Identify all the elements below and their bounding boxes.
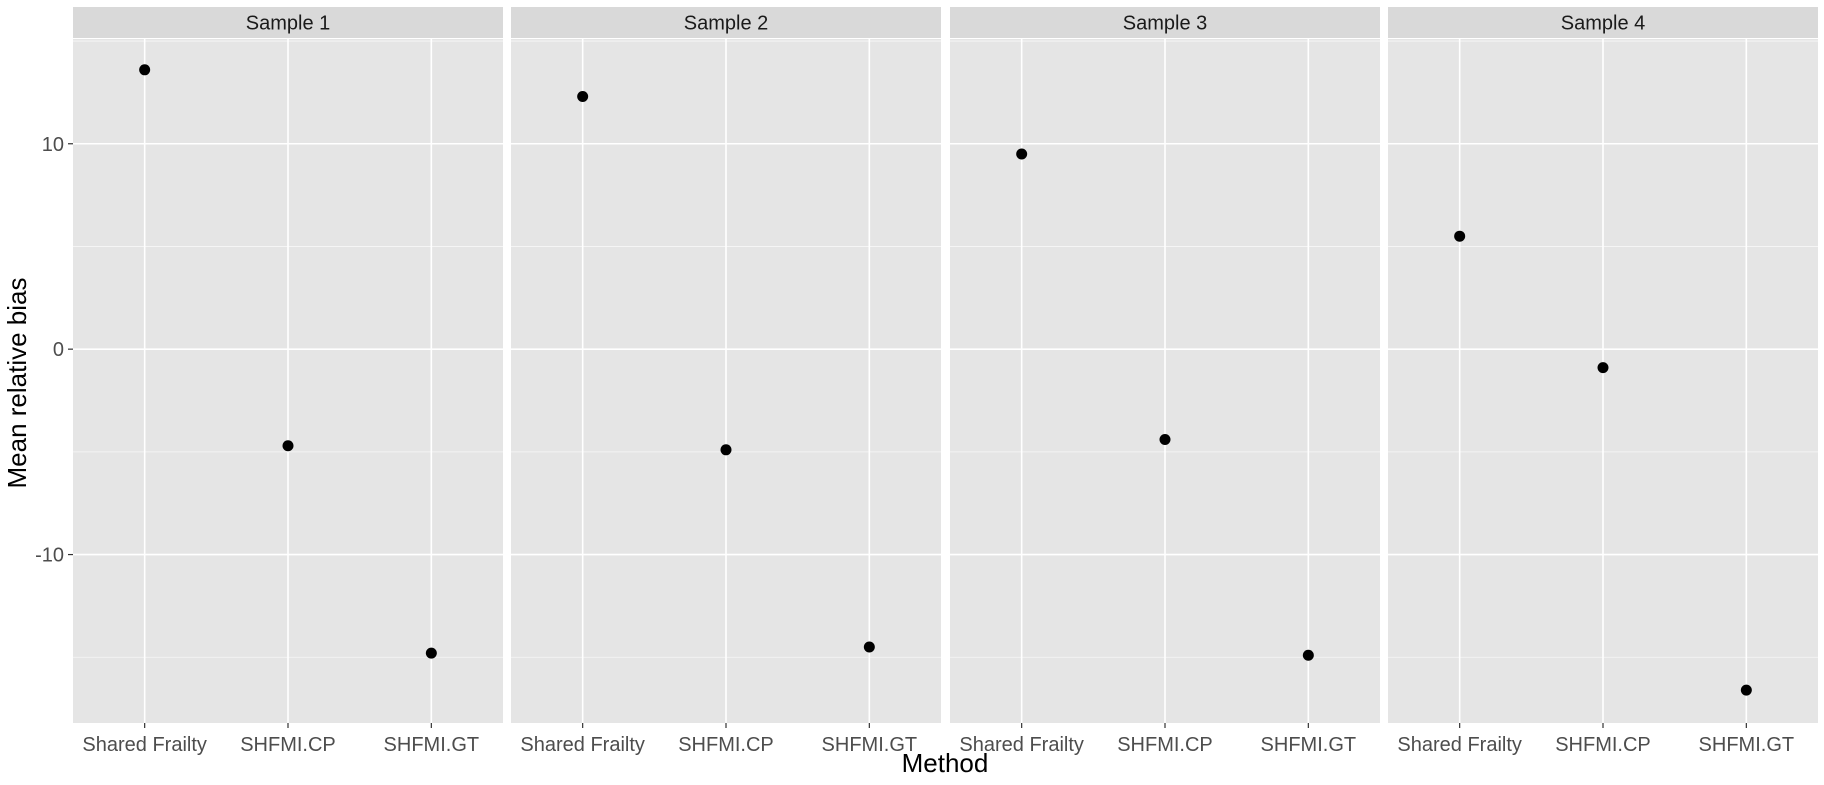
data-point — [720, 444, 732, 456]
facet-panel: Sample 4 Shared Frailty SHFMI.CP SHFMI.GT — [1388, 7, 1818, 756]
facet-panel: Sample 2 Shared Frailty SHFMI.CP SHFMI.GT — [511, 7, 941, 756]
x-axis-title: Method — [902, 748, 989, 778]
y-tick-label: 0 — [53, 339, 64, 361]
x-tick-label: SHFMI.GT — [1261, 734, 1357, 756]
x-tick-label: Shared Frailty — [1397, 734, 1522, 756]
y-axis: -10 0 10 — [35, 134, 73, 567]
x-tick-label: Shared Frailty — [82, 734, 207, 756]
facet-strip — [950, 7, 1380, 38]
y-axis-title: Mean relative bias — [2, 278, 32, 489]
data-point — [1597, 362, 1609, 374]
facet-strip — [73, 7, 503, 38]
x-tick-label: SHFMI.GT — [1699, 734, 1795, 756]
data-point — [1016, 148, 1028, 160]
x-tick-label: SHFMI.CP — [1555, 734, 1651, 756]
data-point — [1302, 649, 1314, 661]
data-point — [577, 91, 589, 103]
facet-strip-label: Sample 2 — [684, 13, 769, 35]
data-point — [139, 64, 151, 76]
facet-strip-label: Sample 1 — [246, 13, 331, 35]
x-tick-label: SHFMI.CP — [240, 734, 336, 756]
y-tick-label: -10 — [35, 545, 64, 567]
x-tick-label: SHFMI.CP — [678, 734, 774, 756]
data-point — [1454, 230, 1466, 242]
x-tick-label: SHFMI.CP — [1117, 734, 1213, 756]
facet-panel: Sample 3 Shared Frailty SHFMI.CP SHFMI.GT — [950, 7, 1380, 756]
data-point — [425, 647, 437, 659]
facet-strip — [511, 7, 941, 38]
x-tick-label: Shared Frailty — [959, 734, 1084, 756]
data-point — [863, 641, 875, 653]
x-tick-label: SHFMI.GT — [384, 734, 480, 756]
facet-panel: Sample 1 Shared Frailty SHFMI.CP SHFMI.GT — [73, 7, 503, 756]
data-point — [282, 440, 294, 452]
x-tick-label: Shared Frailty — [520, 734, 645, 756]
data-point — [1159, 434, 1171, 446]
data-point — [1740, 684, 1752, 696]
facet-strip — [1388, 7, 1818, 38]
x-tick-label: SHFMI.GT — [822, 734, 918, 756]
y-tick-label: 10 — [42, 134, 64, 156]
facet-strip-label: Sample 4 — [1561, 13, 1646, 35]
facet-strip-label: Sample 3 — [1123, 13, 1208, 35]
